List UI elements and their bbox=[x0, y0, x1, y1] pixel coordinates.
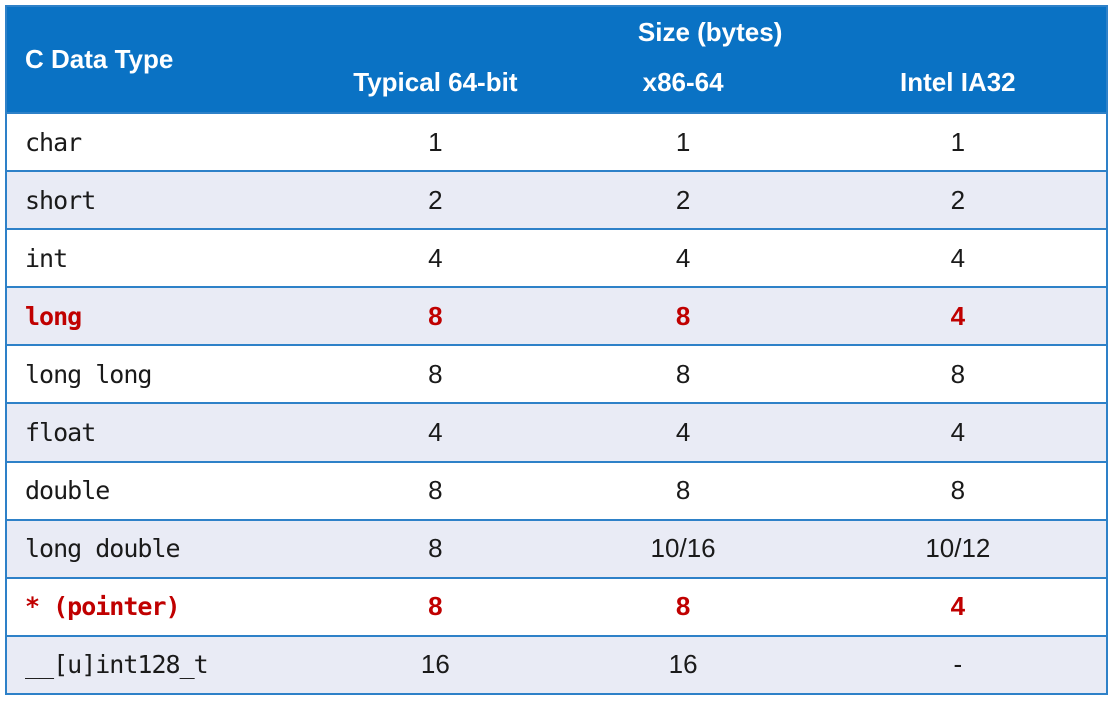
header-c-data-type: C Data Type bbox=[6, 6, 315, 113]
size-typical64-cell: 8 bbox=[314, 286, 557, 346]
header-col-typical-64bit: Typical 64-bit bbox=[314, 58, 557, 113]
table-row: int 4 4 4 bbox=[6, 228, 1107, 288]
table-row: long long 8 8 8 bbox=[6, 344, 1107, 404]
size-typical64-cell: 8 bbox=[314, 576, 557, 636]
table-row: char 1 1 1 bbox=[6, 111, 1107, 172]
size-ia32-cell: 1 bbox=[809, 111, 1107, 172]
size-typical64-cell: 8 bbox=[314, 518, 557, 578]
type-name-cell: double bbox=[6, 460, 315, 520]
size-x86-64-cell: 4 bbox=[556, 228, 810, 288]
size-typical64-cell: 16 bbox=[314, 634, 557, 694]
size-x86-64-cell: 8 bbox=[556, 344, 810, 404]
type-name-cell: float bbox=[6, 402, 315, 462]
size-x86-64-cell: 1 bbox=[556, 111, 810, 172]
type-name-cell: long bbox=[6, 286, 315, 346]
type-name-cell: long double bbox=[6, 518, 315, 578]
size-ia32-cell: 4 bbox=[809, 228, 1107, 288]
size-x86-64-cell: 8 bbox=[556, 576, 810, 636]
table-body: char 1 1 1 short 2 2 2 int 4 4 4 long 8 … bbox=[6, 111, 1107, 694]
size-ia32-cell: 4 bbox=[809, 286, 1107, 346]
size-typical64-cell: 4 bbox=[314, 402, 557, 462]
size-ia32-cell: 10/12 bbox=[809, 518, 1107, 578]
header-row-group: C Data Type Size (bytes) bbox=[6, 6, 1107, 113]
size-x86-64-cell: 8 bbox=[556, 460, 810, 520]
type-name-cell: short bbox=[6, 170, 315, 230]
type-name-cell: * (pointer) bbox=[6, 576, 315, 636]
table-row: long double 8 10/16 10/12 bbox=[6, 518, 1107, 578]
table-header: C Data Type Size (bytes) Typical 64-bit … bbox=[6, 6, 1107, 113]
table-row: * (pointer) 8 8 4 bbox=[6, 576, 1107, 636]
header-row-columns: Typical 64-bit x86-64 Intel IA32 bbox=[6, 58, 1107, 113]
type-name-cell: long long bbox=[6, 344, 315, 404]
table-row: long 8 8 4 bbox=[6, 286, 1107, 346]
table-row: __[u]int128_t 16 16 - bbox=[6, 634, 1107, 694]
size-ia32-cell: 4 bbox=[809, 402, 1107, 462]
table-row: double 8 8 8 bbox=[6, 460, 1107, 520]
header-col-x86-64: x86-64 bbox=[556, 58, 810, 113]
size-typical64-cell: 8 bbox=[314, 344, 557, 404]
size-x86-64-cell: 2 bbox=[556, 170, 810, 230]
size-x86-64-cell: 16 bbox=[556, 634, 810, 694]
header-size-bytes-group: Size (bytes) bbox=[314, 6, 1107, 58]
type-name-cell: __[u]int128_t bbox=[6, 634, 315, 694]
size-ia32-cell: 8 bbox=[809, 460, 1107, 520]
size-ia32-cell: - bbox=[809, 634, 1107, 694]
type-name-cell: int bbox=[6, 228, 315, 288]
size-x86-64-cell: 8 bbox=[556, 286, 810, 346]
table-row: float 4 4 4 bbox=[6, 402, 1107, 462]
header-col-intel-ia32: Intel IA32 bbox=[809, 58, 1107, 113]
size-ia32-cell: 8 bbox=[809, 344, 1107, 404]
size-ia32-cell: 2 bbox=[809, 170, 1107, 230]
size-ia32-cell: 4 bbox=[809, 576, 1107, 636]
size-typical64-cell: 2 bbox=[314, 170, 557, 230]
size-typical64-cell: 4 bbox=[314, 228, 557, 288]
size-typical64-cell: 8 bbox=[314, 460, 557, 520]
type-name-cell: char bbox=[6, 111, 315, 172]
sizes-table: C Data Type Size (bytes) Typical 64-bit … bbox=[5, 5, 1108, 695]
size-x86-64-cell: 10/16 bbox=[556, 518, 810, 578]
size-typical64-cell: 1 bbox=[314, 111, 557, 172]
table-row: short 2 2 2 bbox=[6, 170, 1107, 230]
size-x86-64-cell: 4 bbox=[556, 402, 810, 462]
c-data-type-size-table: C Data Type Size (bytes) Typical 64-bit … bbox=[5, 5, 1108, 695]
